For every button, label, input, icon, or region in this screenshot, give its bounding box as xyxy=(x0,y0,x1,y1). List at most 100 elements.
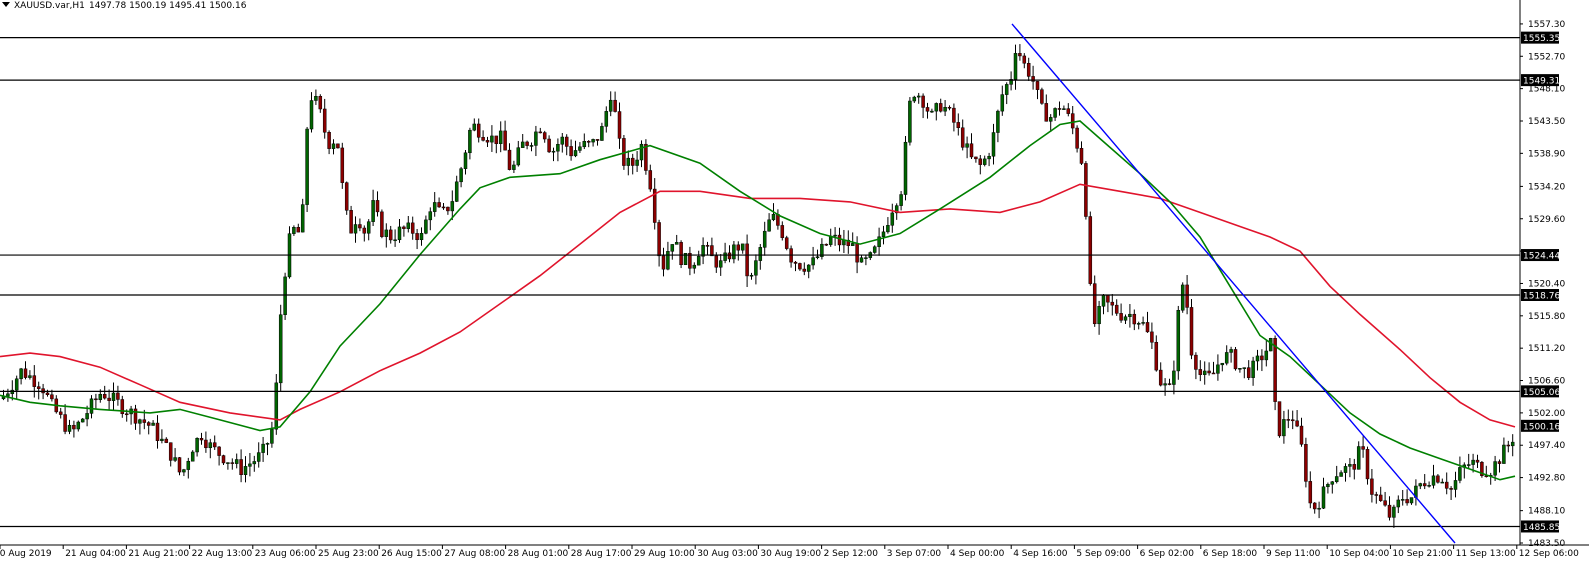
candle xyxy=(1321,477,1326,509)
candle xyxy=(1176,305,1181,380)
candle xyxy=(701,237,705,265)
candle xyxy=(94,393,98,410)
candle xyxy=(102,385,107,400)
horizontal-levels-layer[interactable]: 1555.35 1549.31 1524.44 1518.76 1505.06 1485.… xyxy=(0,31,1560,533)
candle xyxy=(591,138,595,147)
candle xyxy=(1031,65,1035,90)
candle xyxy=(657,219,661,267)
price-tick-label: 1534.20 xyxy=(1528,182,1565,192)
candle xyxy=(446,206,450,215)
candle xyxy=(727,245,732,263)
candle xyxy=(644,139,648,175)
candle xyxy=(300,198,305,233)
candle xyxy=(28,370,32,380)
candle xyxy=(1172,360,1176,395)
candle xyxy=(1092,275,1097,327)
candle xyxy=(1440,478,1445,484)
candle xyxy=(595,139,600,146)
candle xyxy=(283,272,287,320)
candle xyxy=(996,109,1000,143)
trendline[interactable] xyxy=(1011,23,1456,544)
candle xyxy=(67,419,72,435)
candle xyxy=(1229,346,1233,363)
candle xyxy=(1374,491,1379,504)
candle xyxy=(758,244,763,270)
candle xyxy=(1053,107,1057,121)
dropdown-triangle-icon[interactable] xyxy=(2,2,10,7)
candle xyxy=(358,218,362,232)
candle xyxy=(230,458,235,470)
candle xyxy=(410,216,415,240)
candle xyxy=(916,92,921,104)
candle xyxy=(415,229,419,250)
candle xyxy=(1365,446,1370,485)
time-tick-label: 11 Sep 13:00 xyxy=(1456,549,1516,559)
candle xyxy=(767,213,771,232)
candle xyxy=(1022,53,1027,69)
level-price-label: 1485.85 xyxy=(1523,523,1560,533)
candle xyxy=(1004,82,1009,105)
candle xyxy=(1396,495,1401,514)
candle xyxy=(912,95,917,104)
candle xyxy=(1392,504,1396,528)
candle xyxy=(943,100,947,117)
candle xyxy=(1163,378,1167,396)
candle xyxy=(538,127,543,134)
price-tick-label: 1488.10 xyxy=(1528,507,1565,517)
candle xyxy=(736,241,741,261)
candle xyxy=(1427,481,1431,488)
trendlines-layer[interactable] xyxy=(1011,23,1456,544)
candle xyxy=(63,404,67,435)
candle xyxy=(1497,459,1502,473)
candle xyxy=(195,437,199,457)
candle xyxy=(476,118,481,143)
candle xyxy=(556,138,560,162)
candle xyxy=(903,135,908,201)
level-price-tag xyxy=(1521,74,1559,87)
price-tick-label: 1511.20 xyxy=(1528,344,1565,354)
candle xyxy=(1308,471,1313,509)
candle xyxy=(1158,362,1163,387)
candle xyxy=(340,142,345,189)
candle xyxy=(424,215,428,235)
candle xyxy=(1295,410,1299,428)
candle xyxy=(516,140,521,167)
candle xyxy=(859,254,864,263)
candle xyxy=(745,234,749,287)
candle xyxy=(1167,378,1172,386)
candle xyxy=(740,243,745,254)
candle xyxy=(639,140,644,168)
time-tick-label: 12 Sep 06:00 xyxy=(1519,549,1579,559)
candle xyxy=(560,133,565,153)
candle xyxy=(1048,114,1053,133)
candle xyxy=(428,207,433,231)
candle xyxy=(1202,361,1207,385)
candle xyxy=(239,449,243,483)
candle xyxy=(529,142,534,152)
price-tick-label: 1557.30 xyxy=(1528,20,1565,30)
price-tick-label: 1552.70 xyxy=(1528,52,1565,62)
price-tick-label: 1538.90 xyxy=(1528,149,1565,159)
candle xyxy=(80,417,85,423)
candle xyxy=(578,142,582,153)
candle xyxy=(1180,282,1185,313)
level-price-label: 1518.76 xyxy=(1523,291,1560,301)
candle xyxy=(969,133,974,160)
candle xyxy=(1075,125,1079,153)
candle xyxy=(72,420,76,438)
candle xyxy=(573,140,578,158)
candle xyxy=(1370,468,1374,503)
candle xyxy=(1339,470,1343,477)
candle xyxy=(388,225,393,244)
candle xyxy=(256,442,261,468)
candle xyxy=(226,462,230,470)
candle xyxy=(952,103,956,132)
candle xyxy=(630,153,635,175)
candle xyxy=(160,429,164,444)
candle xyxy=(754,254,758,285)
candle xyxy=(1198,360,1203,382)
candle xyxy=(1436,474,1440,484)
candle xyxy=(252,455,257,472)
